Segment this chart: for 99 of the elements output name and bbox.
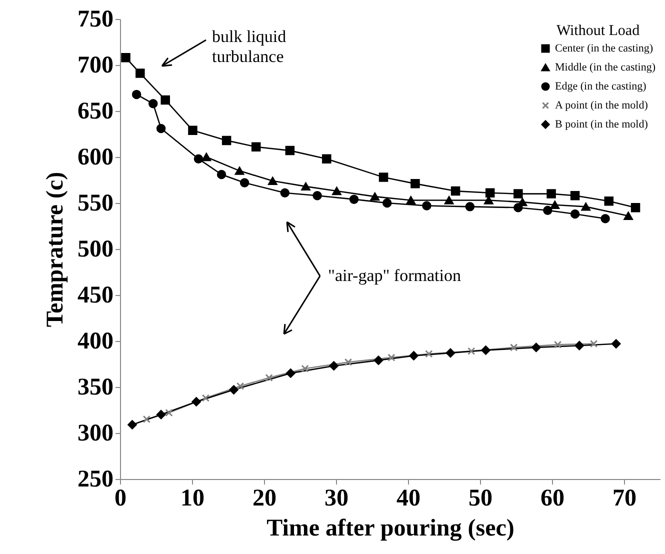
x-tick-label: 60 xyxy=(540,486,564,512)
point xyxy=(188,126,198,135)
point xyxy=(301,182,310,191)
point xyxy=(630,202,640,212)
point xyxy=(604,196,614,206)
y-tick-label: 600 xyxy=(78,144,114,170)
x-tick-label: 50 xyxy=(468,486,492,512)
point xyxy=(374,356,384,365)
annotation: "air-gap" formation xyxy=(328,266,462,285)
y-tick-label: 450 xyxy=(78,282,114,308)
point xyxy=(409,351,418,360)
y-tick-label: 300 xyxy=(78,420,114,446)
y-tick-label: 700 xyxy=(78,52,114,78)
point xyxy=(332,186,342,196)
point xyxy=(388,354,396,362)
point xyxy=(312,191,322,200)
y-tick-label: 550 xyxy=(78,190,114,216)
point xyxy=(229,385,238,394)
point xyxy=(301,364,309,372)
point xyxy=(251,142,261,152)
annotation: bulk liquid turbulance xyxy=(212,27,287,66)
point xyxy=(481,346,490,355)
point xyxy=(514,189,523,198)
point xyxy=(202,394,210,402)
point xyxy=(510,344,518,352)
point xyxy=(570,191,580,200)
point xyxy=(543,206,552,215)
y-axis-title: Temprature (c) xyxy=(42,172,68,328)
legend-label: B point (in the mold) xyxy=(555,118,648,130)
point xyxy=(192,397,201,406)
legend-label: Middle (in the casting) xyxy=(555,62,656,74)
point xyxy=(132,90,142,100)
point xyxy=(581,202,590,211)
y-tick-label: 500 xyxy=(78,236,114,262)
point xyxy=(236,382,244,390)
point xyxy=(554,340,562,349)
x-tick-label: 20 xyxy=(252,486,276,512)
point xyxy=(156,124,166,134)
y-tick-label: 350 xyxy=(78,374,114,400)
point xyxy=(600,214,610,224)
point xyxy=(165,408,173,417)
point xyxy=(286,368,296,378)
point xyxy=(216,170,226,180)
legend-label: Edge (in the casting) xyxy=(555,80,647,92)
point xyxy=(240,178,250,188)
point xyxy=(344,358,352,366)
point xyxy=(590,340,598,348)
y-tick-label: 750 xyxy=(78,6,114,32)
point xyxy=(268,176,278,186)
point xyxy=(624,212,633,220)
x-tick-label: 0 xyxy=(114,486,126,512)
point xyxy=(570,209,580,219)
point xyxy=(611,339,621,348)
point xyxy=(156,410,166,420)
point xyxy=(280,188,290,198)
x-tick-label: 30 xyxy=(324,486,348,512)
point xyxy=(410,179,420,188)
point xyxy=(136,68,145,78)
x-axis-title: Time after pouring (sec) xyxy=(266,516,514,542)
point xyxy=(142,415,150,424)
legend-label: A point (in the mold) xyxy=(555,100,648,112)
point xyxy=(450,186,460,196)
point xyxy=(148,99,158,108)
point xyxy=(546,189,556,198)
point xyxy=(446,348,456,358)
point xyxy=(370,192,380,201)
point xyxy=(121,53,130,62)
x-tick-label: 10 xyxy=(180,486,204,512)
legend-title: Without Load xyxy=(556,23,640,39)
point xyxy=(285,146,295,156)
y-tick-label: 250 xyxy=(78,466,114,492)
point xyxy=(465,202,475,212)
point xyxy=(532,342,541,352)
point xyxy=(425,350,433,358)
point xyxy=(514,202,523,212)
point xyxy=(422,201,432,210)
point xyxy=(160,95,170,105)
point xyxy=(234,166,244,175)
point xyxy=(329,361,338,370)
x-tick-label: 70 xyxy=(612,486,636,512)
legend-label: Center (in the casting) xyxy=(555,42,654,54)
point xyxy=(265,374,273,382)
point xyxy=(468,347,476,355)
x-tick-label: 40 xyxy=(396,486,420,512)
point xyxy=(444,196,454,204)
point xyxy=(194,154,204,164)
point xyxy=(202,152,212,162)
point xyxy=(378,172,388,182)
point xyxy=(322,154,332,164)
point xyxy=(128,420,137,430)
point xyxy=(550,200,560,209)
point xyxy=(485,188,495,198)
point xyxy=(222,136,232,146)
point xyxy=(574,340,584,350)
point xyxy=(382,198,392,208)
y-tick-label: 650 xyxy=(78,98,114,124)
point xyxy=(406,196,416,204)
y-tick-label: 400 xyxy=(78,328,114,354)
point xyxy=(349,194,359,204)
